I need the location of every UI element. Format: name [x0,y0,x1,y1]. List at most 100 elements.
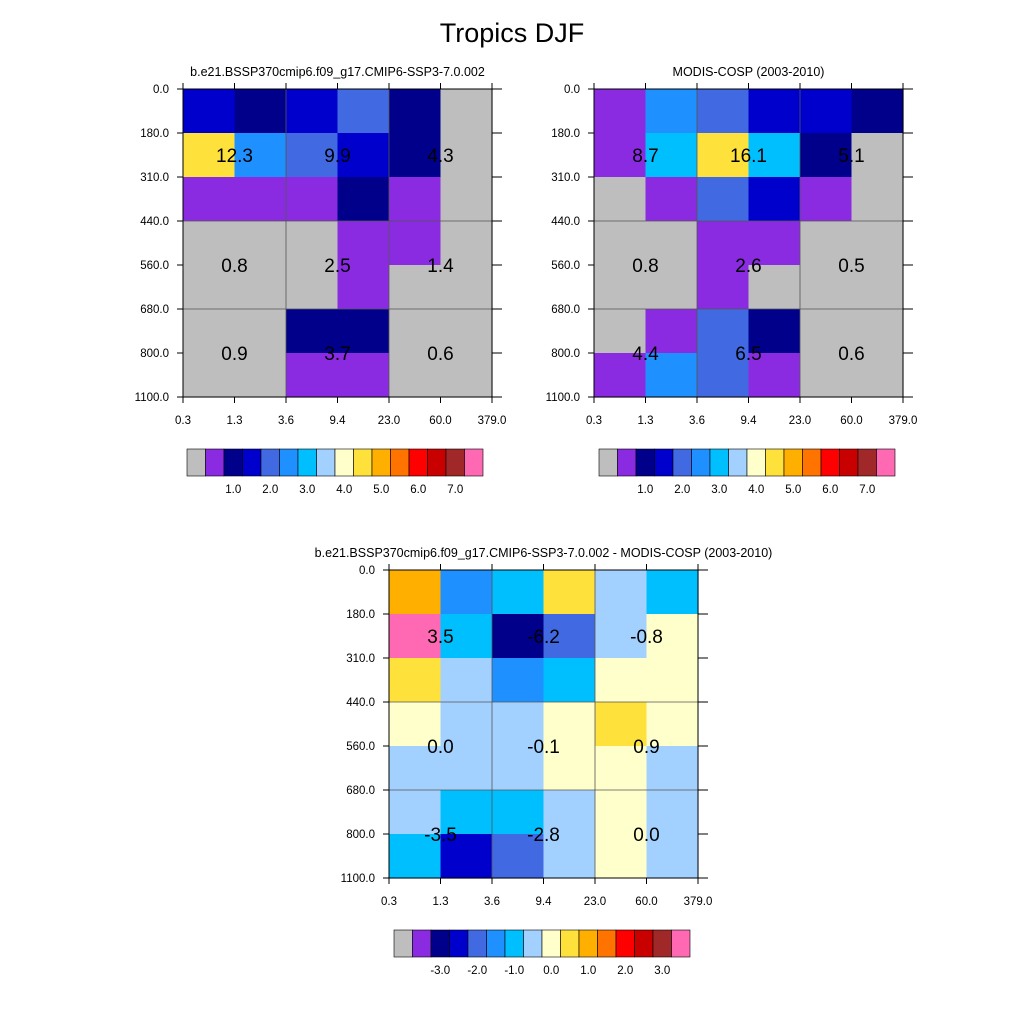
group-total-label: -2.8 [527,825,560,846]
heatmap-cell [183,353,236,398]
group-total-label: 0.6 [427,344,453,365]
x-tick-label: 379.0 [889,415,918,427]
colorbar-box [186,448,206,477]
x-tick-label: 9.4 [536,896,553,908]
heatmap-cell [286,221,339,266]
colorbar-label: -3.0 [430,965,450,977]
group-total-label: 0.5 [838,256,864,277]
y-tick-label: 440.0 [346,697,375,709]
heatmap-cell [389,790,442,835]
colorbar-label: 2.0 [617,965,633,977]
heatmap-cell [543,614,596,659]
heatmap-cell [800,221,853,266]
heatmap-cell [440,702,493,747]
heatmap-cell [595,614,648,659]
y-tick-label: 680.0 [140,304,169,316]
heatmap-cell [748,353,801,398]
heatmap-cell [389,89,442,134]
colorbar-box [652,929,672,958]
heatmap-cell [440,221,493,266]
heatmap-panel-1: b.e21.BSSP370cmip6.f09_g17.CMIP6-SSP3-7.… [135,65,507,496]
colorbar-label: 6.0 [410,484,426,496]
panel-title: b.e21.BSSP370cmip6.f09_g17.CMIP6-SSP3-7.… [315,546,773,560]
y-tick-label: 1100.0 [341,873,375,885]
colorbar-box [560,929,580,958]
heatmap-cell [594,265,647,310]
heatmap-cell [183,177,236,222]
heatmap-cell [851,89,904,134]
x-tick-label: 1.3 [227,415,243,427]
heatmap-cell [645,221,698,266]
heatmap-cell [440,89,493,134]
colorbar-label: 1.0 [637,484,653,496]
heatmap-cell [594,353,647,398]
x-tick-label: 23.0 [584,896,606,908]
colorbar-box [408,448,428,477]
heatmap-cell [389,658,442,703]
heatmap-cell [286,133,339,178]
group-total-label: 0.0 [633,825,659,846]
colorbar-box [449,929,469,958]
heatmap-cell [337,309,390,354]
group-total-label: 16.1 [730,146,767,167]
heatmap-cell [697,265,750,310]
heatmap-cell [492,834,545,879]
heatmap-cell [595,790,648,835]
heatmap-cell [234,133,287,178]
x-tick-label: 0.3 [175,415,191,427]
y-tick-label: 560.0 [551,260,580,272]
heatmap-cell [800,265,853,310]
heatmap-cell [594,89,647,134]
colorbar-box [839,448,859,477]
heatmap-cell [594,133,647,178]
heatmap-cell [800,353,853,398]
group-total-label: 8.7 [632,146,658,167]
group-total-label: 0.8 [221,256,247,277]
colorbar-label: 4.0 [336,484,352,496]
heatmap-cell [337,221,390,266]
y-tick-label: 0.0 [359,565,375,577]
heatmap-cell [851,133,904,178]
group-total-label: 2.6 [735,256,761,277]
y-tick-label: 310.0 [551,172,580,184]
group-total-label: 1.4 [427,256,454,277]
colorbar-box [279,448,299,477]
colorbar-box [353,448,373,477]
heatmap-cell [234,89,287,134]
colorbar-box [242,448,262,477]
heatmap-cell [440,658,493,703]
colorbar-box [857,448,877,477]
heatmap-cell [543,570,596,615]
heatmap-cell [646,570,699,615]
heatmap-cell [800,309,853,354]
heatmap-cell [440,177,493,222]
heatmap-cell [697,89,750,134]
colorbar-box [746,448,766,477]
colorbar-label: 4.0 [748,484,764,496]
group-total-label: -6.2 [527,627,560,648]
colorbar-box [876,448,896,477]
heatmap-cell [492,702,545,747]
heatmap-cell [851,265,904,310]
heatmap-cell [389,353,442,398]
heatmap-cell [697,177,750,222]
heatmap-cell [645,177,698,222]
colorbar-label: 1.0 [225,484,241,496]
heatmap-cell [389,614,442,659]
heatmap-cell [697,133,750,178]
y-tick-label: 0.0 [153,84,169,96]
y-tick-label: 680.0 [346,785,375,797]
colorbar-box [427,448,447,477]
colorbar-box [691,448,711,477]
heatmap-cell [440,133,493,178]
colorbar-label: 1.0 [580,965,596,977]
heatmap-cell [183,309,236,354]
x-tick-label: 60.0 [635,896,657,908]
heatmap-cell [440,265,493,310]
group-total-label: 12.3 [216,146,253,167]
heatmap-cell [492,746,545,791]
heatmap-cell [595,658,648,703]
heatmap-cell [389,834,442,879]
heatmap-cell [594,309,647,354]
